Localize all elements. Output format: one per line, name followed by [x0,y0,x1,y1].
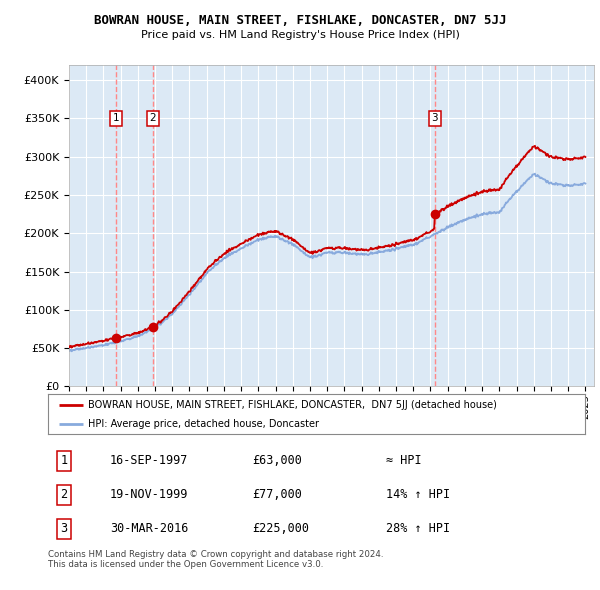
Text: £225,000: £225,000 [252,522,309,535]
Text: 14% ↑ HPI: 14% ↑ HPI [386,489,451,502]
Text: Price paid vs. HM Land Registry's House Price Index (HPI): Price paid vs. HM Land Registry's House … [140,31,460,40]
Text: ≈ HPI: ≈ HPI [386,454,422,467]
Text: 1: 1 [61,454,68,467]
Text: HPI: Average price, detached house, Doncaster: HPI: Average price, detached house, Donc… [88,419,319,428]
Text: 2: 2 [149,113,157,123]
Text: Contains HM Land Registry data © Crown copyright and database right 2024.
This d: Contains HM Land Registry data © Crown c… [48,550,383,569]
Text: BOWRAN HOUSE, MAIN STREET, FISHLAKE, DONCASTER,  DN7 5JJ (detached house): BOWRAN HOUSE, MAIN STREET, FISHLAKE, DON… [88,400,497,410]
Text: 16-SEP-1997: 16-SEP-1997 [110,454,188,467]
Text: 30-MAR-2016: 30-MAR-2016 [110,522,188,535]
Text: 1: 1 [112,113,119,123]
Text: BOWRAN HOUSE, MAIN STREET, FISHLAKE, DONCASTER, DN7 5JJ: BOWRAN HOUSE, MAIN STREET, FISHLAKE, DON… [94,14,506,27]
Text: 2: 2 [61,489,68,502]
Text: £77,000: £77,000 [252,489,302,502]
Text: £63,000: £63,000 [252,454,302,467]
Text: 3: 3 [61,522,68,535]
Text: 28% ↑ HPI: 28% ↑ HPI [386,522,451,535]
Text: 19-NOV-1999: 19-NOV-1999 [110,489,188,502]
Text: 3: 3 [431,113,438,123]
